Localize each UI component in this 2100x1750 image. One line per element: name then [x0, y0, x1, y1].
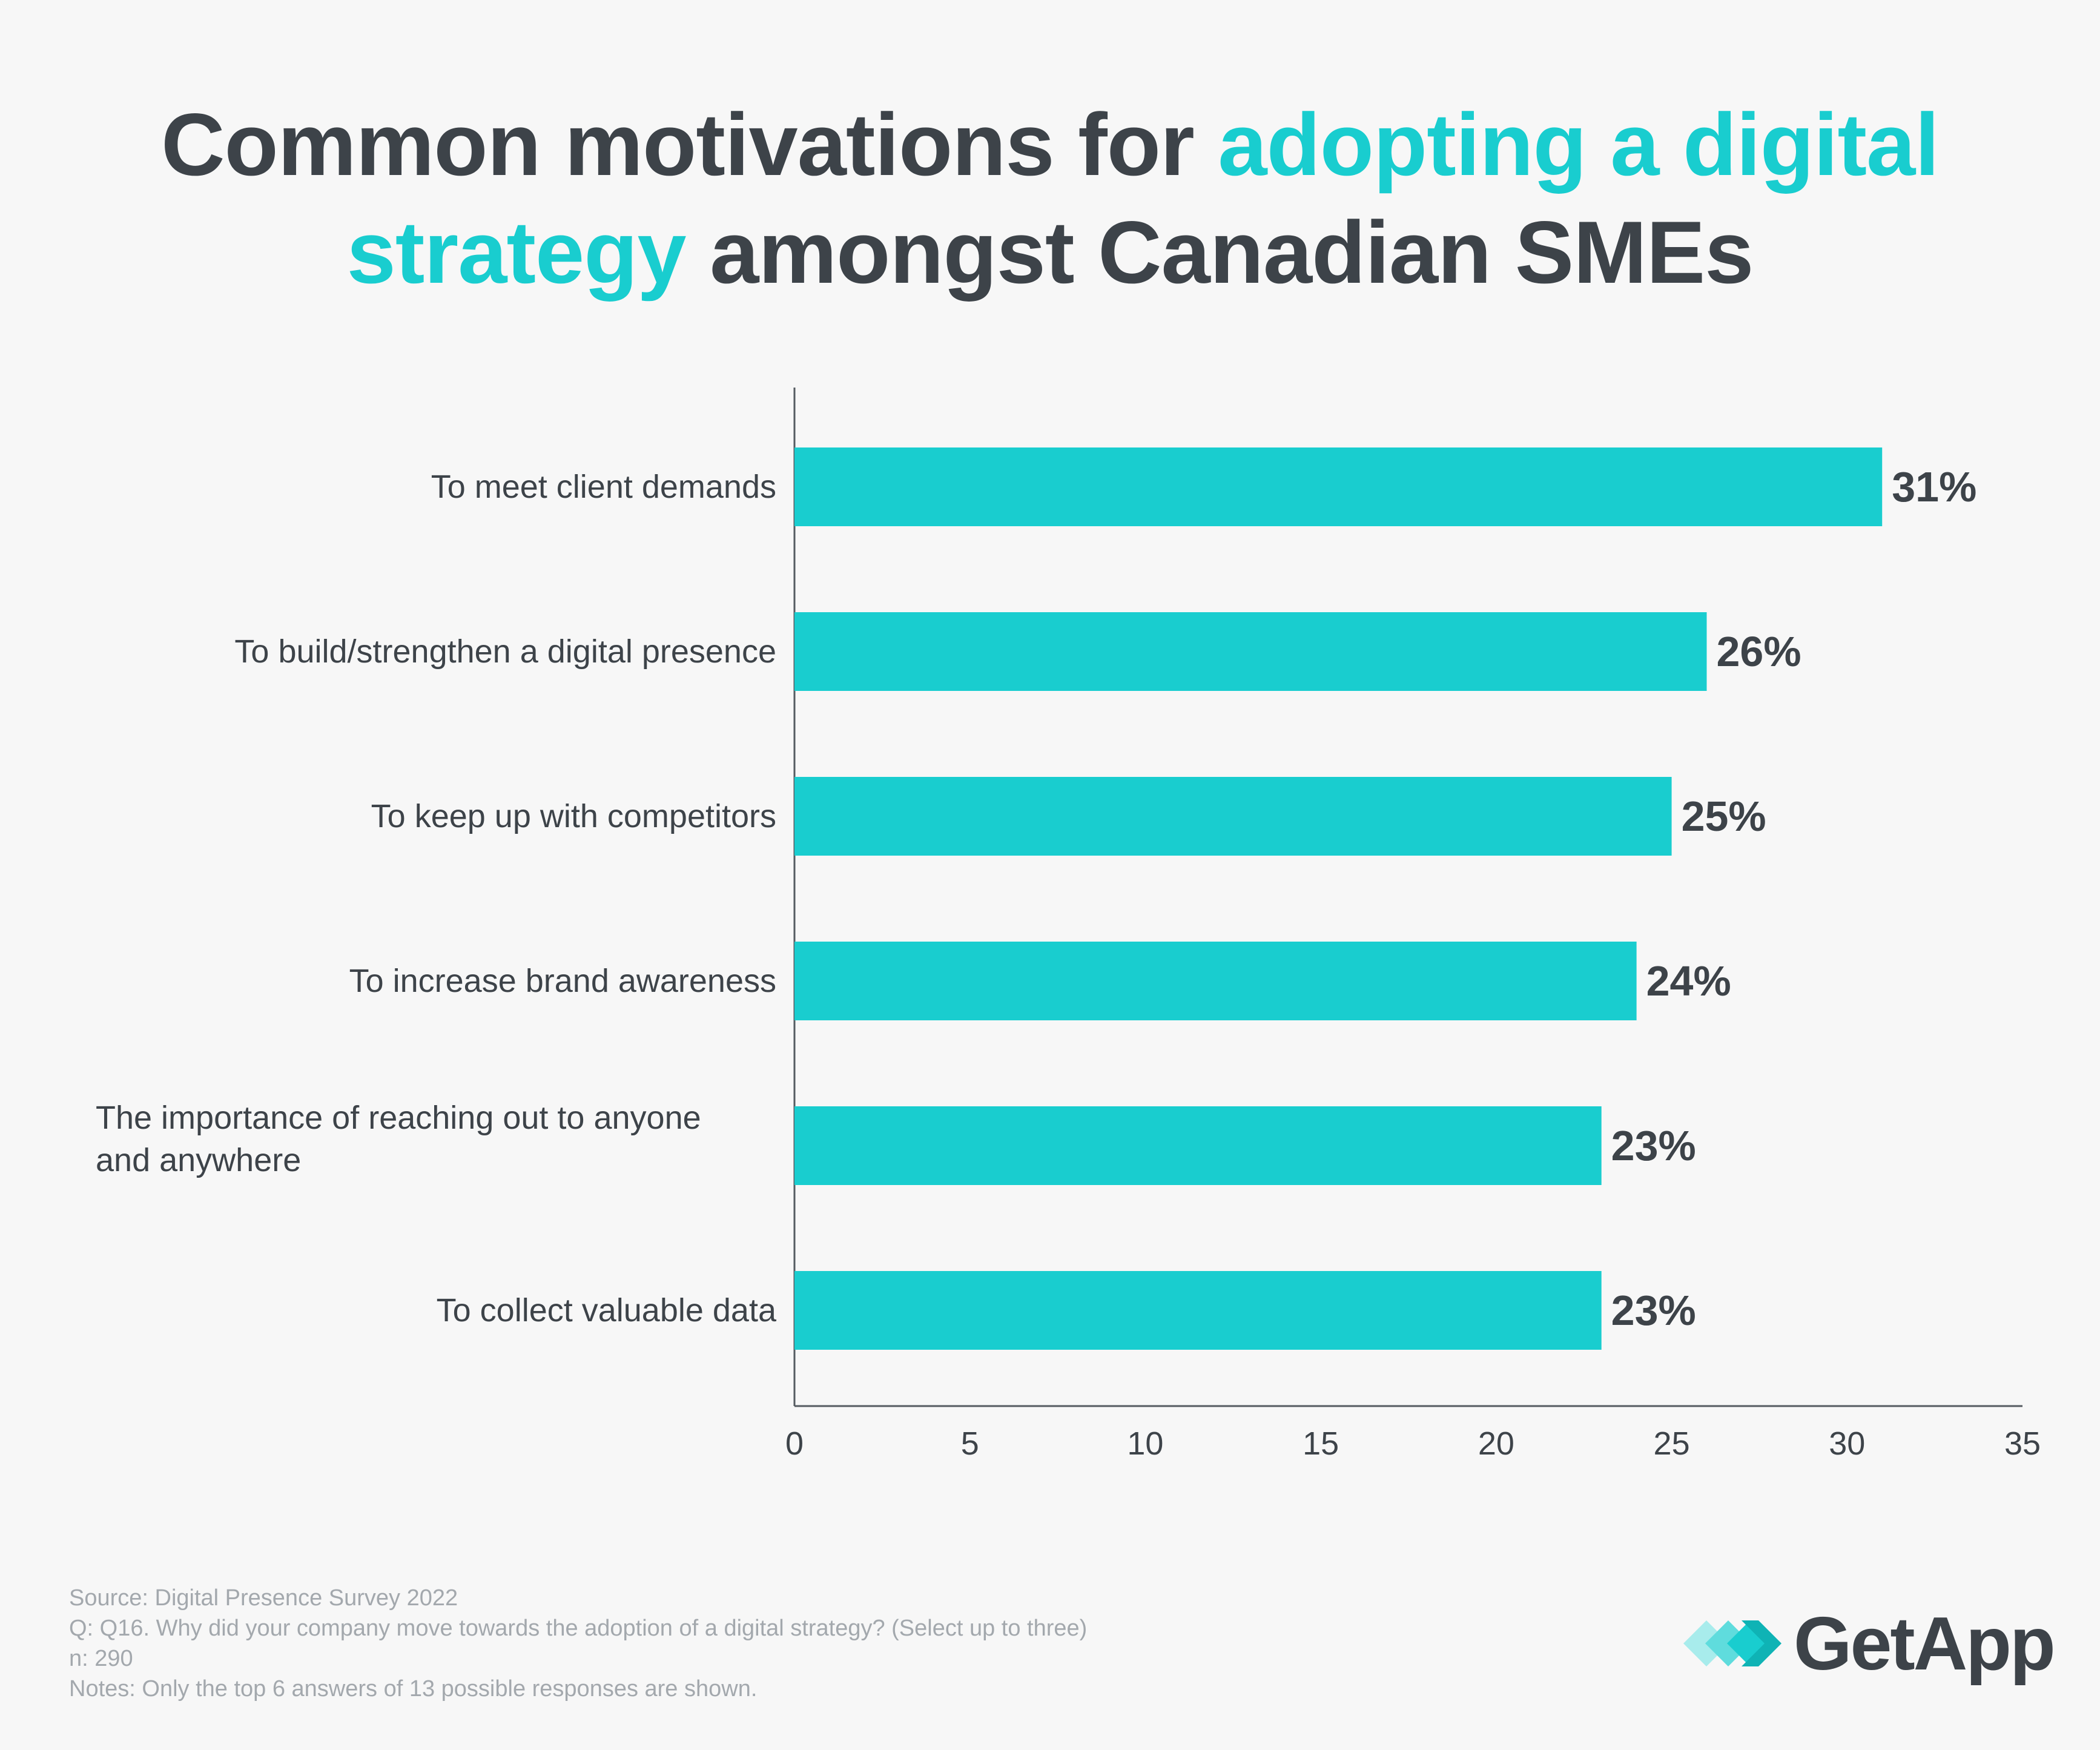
- category-label-line: The importance of reaching out to anyone: [96, 1100, 701, 1136]
- x-tick-label: 35: [2004, 1425, 2041, 1462]
- footer-n: n: 290: [69, 1646, 133, 1671]
- bar: [794, 447, 1883, 526]
- x-tick-label: 30: [1829, 1425, 1865, 1462]
- getapp-logo: GetApp: [1683, 1602, 2059, 1686]
- chart-title: Common motivations for adopting a digita…: [0, 91, 2100, 306]
- bar-chart: 31% To meet client demands 26% To build/str…: [96, 388, 2041, 1462]
- bar-value-label: 25%: [1682, 793, 1766, 840]
- title-line-1: Common motivations for adopting a digita…: [0, 91, 2100, 199]
- bar: [794, 1271, 1602, 1350]
- bar: [794, 777, 1672, 856]
- category-label: To build/strengthen a digital presence: [234, 633, 776, 670]
- x-tick-label: 15: [1303, 1425, 1339, 1462]
- category-label: To collect valuable data: [437, 1292, 777, 1329]
- x-tick-label: 0: [785, 1425, 804, 1462]
- category-label: To increase brand awareness: [349, 963, 776, 999]
- footer-notes-text: Notes: Only the top 6 answers of 13 poss…: [69, 1676, 758, 1702]
- x-tick-label: 20: [1478, 1425, 1514, 1462]
- bar-value-label: 23%: [1611, 1287, 1696, 1334]
- title-highlight-1: adopting a digital: [1218, 95, 1939, 194]
- category-label: To meet client demands: [431, 469, 776, 505]
- title-text-part1: Common motivations for: [161, 95, 1218, 194]
- bar: [794, 612, 1707, 691]
- title-highlight-2: strategy: [346, 203, 687, 302]
- footer-source: Source: Digital Presence Survey 2022: [69, 1585, 458, 1611]
- category-label: The importance of reaching out to anyone…: [96, 1100, 701, 1178]
- getapp-chevrons-icon: [1683, 1620, 1781, 1666]
- title-line-2: strategy amongst Canadian SMEs: [0, 199, 2100, 306]
- footer-question: Q: Q16. Why did your company move toward…: [69, 1616, 1088, 1641]
- title-text-part2: amongst Canadian SMEs: [685, 203, 1754, 302]
- footer-notes: Source: Digital Presence Survey 2022 Q: …: [69, 1583, 1087, 1704]
- category-label-line: and anywhere: [96, 1142, 301, 1178]
- bar-value-label: 31%: [1892, 463, 1976, 510]
- x-tick-label: 25: [1654, 1425, 1690, 1462]
- getapp-logo-text: GetApp: [1794, 1602, 2056, 1686]
- bar: [794, 1106, 1602, 1185]
- bar-value-label: 23%: [1611, 1122, 1696, 1169]
- bar: [794, 942, 1637, 1020]
- bar-value-label: 26%: [1717, 628, 1801, 675]
- x-tick-label: 10: [1127, 1425, 1163, 1462]
- bar-value-label: 24%: [1646, 957, 1731, 1005]
- x-tick-label: 5: [961, 1425, 979, 1462]
- category-label: To keep up with competitors: [371, 798, 776, 834]
